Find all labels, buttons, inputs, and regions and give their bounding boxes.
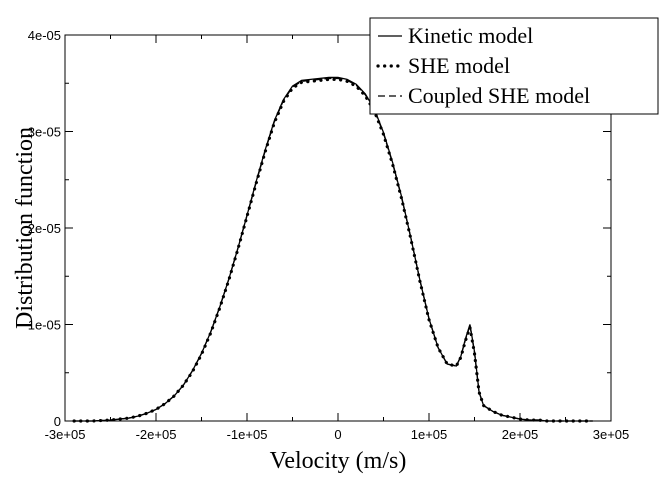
- legend-label: Coupled SHE model: [408, 83, 590, 108]
- y-tick-label: 2e-05: [28, 221, 61, 236]
- series-line-1: [74, 76, 593, 422]
- legend: Kinetic model SHE model Coupled SHE model: [369, 17, 659, 115]
- legend-label: SHE model: [408, 53, 510, 78]
- x-tick-label: -3e+05: [45, 427, 86, 442]
- y-tick-label: 3e-05: [28, 125, 61, 140]
- x-tick-label: 1e+05: [411, 427, 448, 442]
- y-axis-title: Distribution function: [12, 127, 38, 329]
- y-tick-label: 0: [54, 414, 61, 429]
- series-line-3: [74, 77, 593, 422]
- x-tick-label: 0: [334, 427, 341, 442]
- x-tick-label: -1e+05: [227, 427, 268, 442]
- y-tick-label: 1e-05: [28, 318, 61, 333]
- series-line-2: [72, 77, 595, 423]
- x-tick-label: -2e+05: [136, 427, 177, 442]
- legend-label: Kinetic model: [408, 23, 533, 48]
- series-layer: [72, 76, 595, 423]
- y-tick-label: 4e-05: [28, 28, 61, 43]
- x-tick-label: 2e+05: [502, 427, 539, 442]
- x-axis-title: Velocity (m/s): [270, 448, 407, 474]
- axis-ticks: -3e+05 -2e+05 -1e+05 0 1e+05 2e+05 3e+05 0 1e-05…: [28, 28, 630, 442]
- x-tick-label: 3e+05: [593, 427, 630, 442]
- legend-box: [369, 17, 659, 115]
